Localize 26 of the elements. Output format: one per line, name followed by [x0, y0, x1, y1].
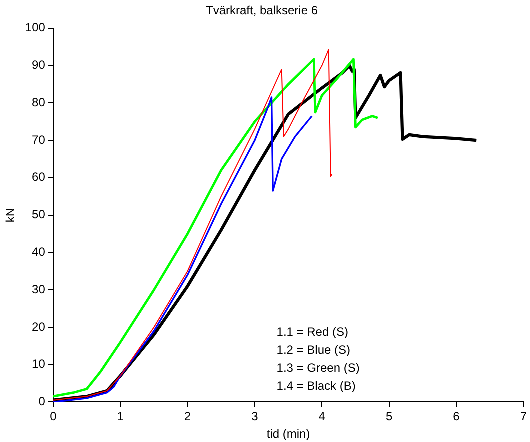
- x-tick-label: 7: [520, 410, 528, 424]
- y-tick-label: 50: [32, 208, 46, 222]
- x-tick-label: 1: [117, 410, 124, 424]
- y-tick-label: 60: [32, 170, 46, 184]
- x-axis-title: tid (min): [266, 427, 310, 442]
- y-tick-label: 40: [32, 244, 46, 259]
- x-tick-label: 2: [184, 410, 192, 424]
- x-tick-label: 6: [453, 410, 460, 424]
- y-tick-label: 70: [32, 132, 46, 147]
- x-tick-label: 5: [386, 410, 393, 424]
- annotation: 1.2 = Blue (S): [276, 343, 351, 358]
- x-tick-label: 4: [318, 410, 326, 424]
- y-tick-label: 30: [32, 282, 46, 296]
- y-tick-label: 10: [32, 357, 46, 372]
- y-tick-label: 90: [32, 58, 46, 72]
- annotation: 1.3 = Green (S): [276, 361, 360, 376]
- x-tick-label: 0: [50, 410, 58, 424]
- x-tick-label: 3: [252, 410, 259, 424]
- chart-title: Tvärkraft, balkserie 6: [206, 4, 318, 18]
- y-tick-label: 0: [38, 394, 46, 409]
- y-tick-label: 20: [32, 320, 46, 334]
- y-tick-label: 80: [32, 95, 46, 110]
- y-tick-label: 100: [25, 20, 46, 35]
- annotation: 1.4 = Black (B): [276, 379, 356, 394]
- y-axis-title: kN: [4, 208, 18, 223]
- annotation: 1.1 = Red (S): [276, 325, 348, 340]
